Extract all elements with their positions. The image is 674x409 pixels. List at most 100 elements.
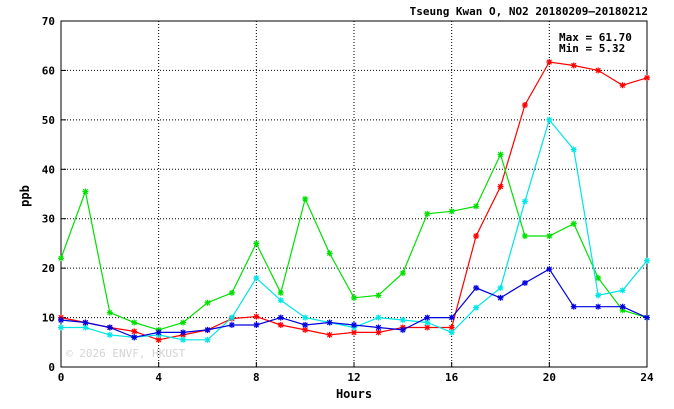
data-point (521, 102, 528, 109)
data-point (106, 324, 113, 331)
y-tick-label: 50 (42, 114, 55, 127)
data-point (619, 287, 626, 294)
data-point (82, 324, 89, 331)
data-point (253, 275, 260, 282)
data-point (570, 146, 577, 153)
data-point (302, 195, 309, 202)
data-point (375, 324, 382, 331)
data-point (497, 284, 504, 291)
data-point (106, 309, 113, 316)
data-point (644, 257, 650, 264)
series-layer (58, 59, 650, 343)
x-tick-label: 8 (253, 371, 260, 384)
data-point (644, 314, 650, 321)
data-point (521, 279, 528, 286)
data-point (375, 292, 382, 299)
data-point (253, 240, 260, 247)
x-axis-label: Hours (336, 387, 372, 401)
grid-layer (61, 21, 647, 367)
data-point (228, 321, 235, 328)
data-point (204, 326, 211, 333)
data-point (497, 294, 504, 301)
series-1 (58, 59, 650, 343)
data-point (546, 266, 553, 273)
data-point (277, 314, 284, 321)
data-point (473, 203, 480, 210)
data-point (424, 314, 431, 321)
data-point (570, 62, 577, 69)
data-point (351, 321, 357, 328)
data-point (180, 319, 187, 326)
data-point (595, 292, 602, 299)
data-point (595, 275, 602, 282)
data-point (204, 336, 211, 343)
data-point (253, 321, 260, 328)
data-point (521, 198, 528, 205)
data-point (473, 284, 480, 291)
min-annotation: Min = 5.32 (559, 42, 625, 55)
data-point (595, 67, 602, 74)
data-point (570, 303, 577, 310)
data-point (448, 314, 455, 321)
x-tick-label: 16 (445, 371, 459, 384)
x-tick-label: 12 (347, 371, 360, 384)
data-point (351, 294, 357, 301)
y-axis-label: ppb (18, 185, 32, 207)
data-point (546, 233, 553, 240)
data-point (253, 313, 260, 320)
chart-title: Tseung Kwan O, NO2 20180209–20180212 (410, 5, 648, 18)
data-point (399, 270, 406, 277)
data-point (326, 331, 333, 338)
data-point (204, 299, 211, 306)
data-point (180, 329, 187, 336)
series-2 (58, 151, 650, 333)
data-point (546, 59, 553, 66)
x-tick-label: 24 (640, 371, 654, 384)
data-point (277, 289, 284, 296)
data-point (473, 304, 480, 311)
data-point (546, 116, 553, 123)
series-4 (58, 266, 650, 341)
data-point (473, 233, 480, 240)
data-point (302, 326, 309, 333)
data-point (58, 255, 64, 262)
data-point (448, 329, 455, 336)
data-point (277, 321, 284, 328)
data-point (497, 151, 504, 158)
x-tick-label: 20 (543, 371, 556, 384)
data-point (399, 317, 406, 324)
data-point (570, 220, 577, 227)
y-tick-label: 0 (48, 361, 55, 374)
y-tick-label: 70 (42, 15, 55, 28)
data-point (399, 326, 406, 333)
data-point (326, 319, 333, 326)
data-point (619, 82, 626, 89)
data-point (644, 74, 650, 81)
data-point (375, 314, 382, 321)
data-point (302, 314, 309, 321)
data-point (302, 321, 309, 328)
data-point (228, 314, 235, 321)
watermark: © 2026 ENVF, HKUST (66, 347, 186, 360)
data-point (106, 331, 113, 338)
y-tick-label: 20 (42, 262, 55, 275)
data-point (326, 250, 333, 257)
max-annotation: Max = 61.70 (559, 31, 632, 44)
data-point (448, 208, 455, 215)
data-point (497, 183, 504, 190)
y-tick-label: 60 (42, 64, 55, 77)
x-tick-label: 4 (155, 371, 162, 384)
data-point (228, 289, 235, 296)
data-point (82, 188, 89, 195)
data-point (424, 210, 431, 217)
data-point (58, 324, 64, 331)
data-point (351, 329, 357, 336)
tick-layer: 0 4 8 12 16 20 24 0 10 20 30 40 50 60 70 (42, 15, 654, 384)
y-tick-label: 30 (42, 213, 55, 226)
data-point (521, 233, 528, 240)
data-point (131, 334, 138, 341)
data-point (82, 319, 89, 326)
data-point (131, 328, 138, 335)
y-tick-label: 10 (42, 312, 55, 325)
